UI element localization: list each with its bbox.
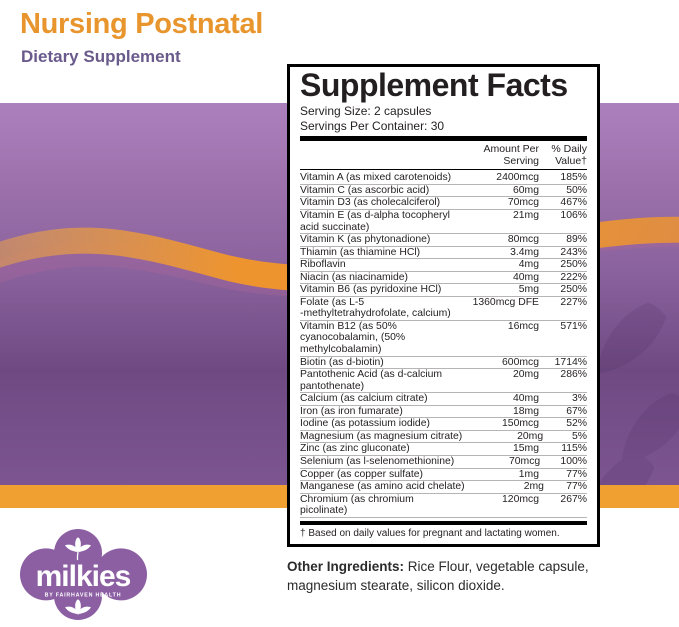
svg-text:milkies: milkies	[36, 560, 131, 593]
svg-text:BY FAIRHAVEN HEALTH: BY FAIRHAVEN HEALTH	[45, 593, 122, 599]
